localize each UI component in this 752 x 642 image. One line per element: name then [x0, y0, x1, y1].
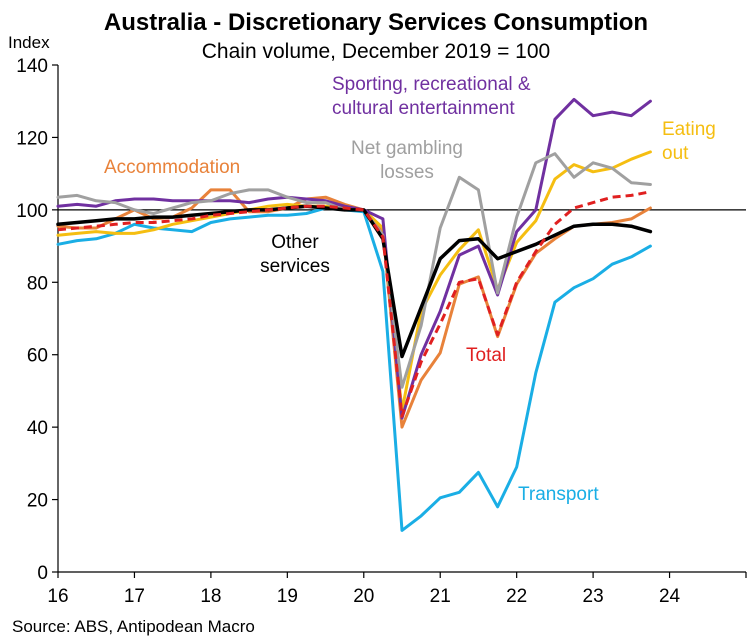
- x-tick-label: 16: [47, 586, 68, 607]
- y-tick-label: 100: [16, 201, 48, 222]
- x-tick-label: 19: [277, 586, 298, 607]
- series-label: out: [662, 143, 689, 164]
- y-tick-label: 120: [16, 128, 48, 149]
- series-label-group: Sporting, recreational & cultural enterta…: [104, 74, 716, 505]
- y-tick-label: 80: [27, 273, 48, 294]
- series-label: Sporting, recreational &: [332, 74, 531, 95]
- series-line-total: [57, 190, 651, 418]
- x-tick-label: 21: [430, 586, 451, 607]
- x-tick-label: 24: [659, 586, 681, 607]
- x-tick-label: 20: [353, 586, 374, 607]
- y-tick-label: 60: [27, 346, 48, 367]
- y-tick-label: 40: [27, 418, 48, 439]
- chart-title: Australia - Discretionary Services Consu…: [104, 9, 648, 36]
- series-label: Accommodation: [104, 157, 240, 178]
- y-tick-label: 0: [37, 563, 48, 584]
- series-group: [56, 97, 653, 532]
- series-label: Transport: [518, 484, 599, 505]
- series-label: cultural entertainment: [332, 98, 515, 119]
- series-label: services: [260, 256, 330, 277]
- series-line-other-services: [56, 204, 653, 359]
- series-line-net-gambling-losses: [56, 152, 652, 389]
- y-tick-label: 20: [27, 491, 48, 512]
- series-label: losses: [380, 162, 434, 183]
- x-tick-label: 22: [506, 586, 527, 607]
- axes: 0 20 40 60 80 100 120 140 16 17 18 19 20 21 22 23 24: [16, 56, 747, 607]
- series-line-transport: [56, 206, 652, 532]
- series-label: Net gambling: [351, 138, 463, 159]
- x-tick-label: 18: [200, 586, 221, 607]
- source-note: Source: ABS, Antipodean Macro: [12, 617, 255, 636]
- y-tick-label: 140: [16, 56, 48, 77]
- series-line-eating-out: [56, 150, 652, 413]
- series-label: Total: [466, 345, 506, 366]
- series-label: Eating: [662, 119, 716, 140]
- x-tick-label: 17: [124, 586, 145, 607]
- series-line-sporting-recreational-cultural-entertainment: [56, 97, 652, 420]
- x-tick-label: 23: [583, 586, 604, 607]
- series-label: Other: [271, 232, 319, 253]
- y-axis-unit-label: Index: [8, 33, 50, 52]
- chart-subtitle: Chain volume, December 2019 = 100: [202, 40, 550, 63]
